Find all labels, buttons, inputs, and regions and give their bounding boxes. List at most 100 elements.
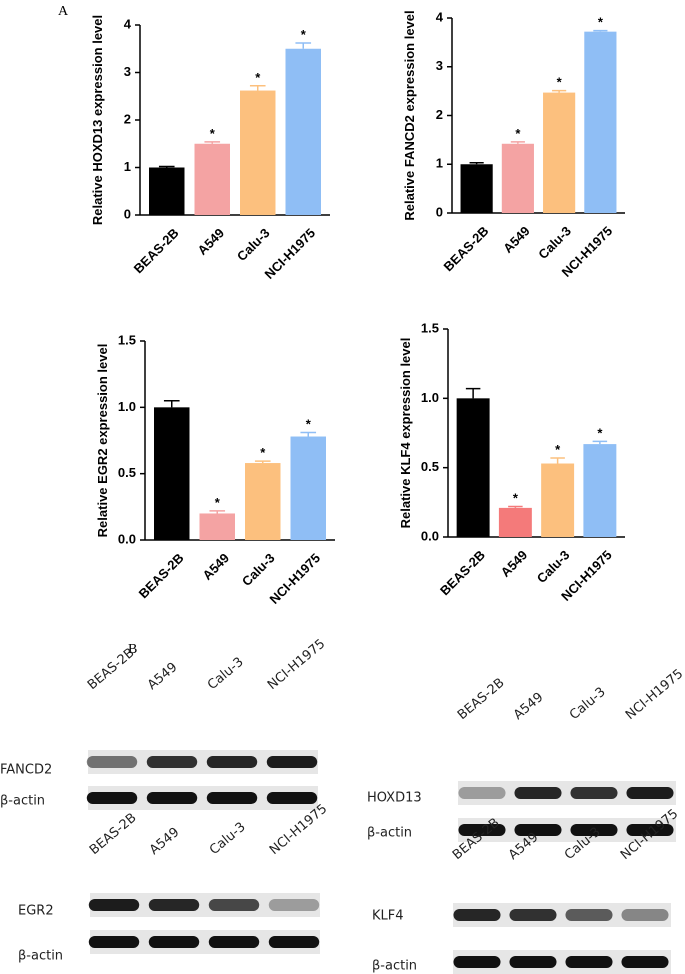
y-tick-label: 2	[436, 107, 443, 122]
x-tick-label: BEAS-2B	[131, 225, 182, 276]
error-bar	[295, 42, 312, 49]
blot-band	[206, 756, 258, 768]
significance-mark: *	[301, 27, 307, 42]
x-tick-label: Calu-3	[234, 225, 273, 264]
bar	[460, 164, 493, 213]
blot-band	[86, 756, 138, 768]
blot-band	[146, 792, 198, 804]
error-bar	[158, 165, 175, 168]
row-label: FANCD2	[0, 763, 52, 778]
y-tick-label: 4	[436, 9, 444, 24]
error-bar	[204, 141, 221, 144]
bar	[584, 31, 617, 214]
x-tick-label: A549	[500, 223, 533, 256]
blot-band	[88, 936, 140, 948]
panel-label: A	[58, 4, 69, 19]
bar	[543, 92, 576, 213]
x-tick-label: BEAS-2B	[136, 550, 187, 601]
blot-band	[268, 899, 320, 911]
x-tick-label: BEAS-2B	[441, 223, 492, 274]
x-tick-label: A549	[498, 547, 531, 580]
y-tick-label: 0.0	[421, 528, 439, 543]
blot-band	[570, 787, 618, 799]
x-tick-label: A549	[195, 225, 228, 258]
lane-label: BEAS-2B	[85, 645, 138, 693]
lane-label: NCI-H1975	[265, 636, 328, 693]
x-tick-label: BEAS-2B	[437, 547, 488, 598]
lane-label: Calu-3	[205, 655, 247, 693]
lane-label: NCI-H1975	[623, 666, 685, 723]
row-label: β-actin	[0, 794, 45, 809]
y-tick-label: 0.5	[421, 459, 439, 474]
y-tick-label: 1	[124, 159, 131, 174]
blot-band	[570, 824, 618, 836]
significance-mark: *	[215, 495, 221, 510]
error-bar	[469, 162, 484, 165]
error-bar	[593, 29, 608, 32]
blot-band	[86, 792, 138, 804]
blot-band	[621, 956, 669, 968]
x-tick-label: Calu-3	[239, 550, 278, 589]
blot-band	[453, 909, 501, 921]
blot-band	[509, 956, 557, 968]
error-bar	[550, 457, 565, 464]
bar	[194, 143, 230, 215]
significance-mark: *	[255, 70, 261, 85]
error-bar	[300, 431, 317, 437]
bar	[501, 143, 534, 213]
x-tick-label: A549	[200, 550, 233, 583]
blot-band	[514, 824, 562, 836]
lane-label: BEAS-2B	[455, 675, 508, 723]
error-bar	[254, 460, 271, 464]
bar	[285, 48, 321, 215]
lane-label: Calu-3	[567, 685, 609, 723]
y-tick-label: 0	[436, 204, 443, 219]
blot-band	[565, 956, 613, 968]
x-tick-label: Calu-3	[535, 223, 574, 262]
bar	[498, 507, 532, 537]
bar	[583, 444, 617, 537]
lane-label: BEAS-2B	[87, 810, 140, 858]
blot-band	[266, 756, 318, 768]
lane-label: Calu-3	[207, 820, 249, 858]
bar	[199, 513, 235, 540]
lane-label: A549	[145, 660, 180, 693]
blot-band	[458, 824, 506, 836]
y-tick-label: 0.5	[118, 465, 136, 480]
significance-mark: *	[555, 442, 561, 457]
y-tick-label: 3	[124, 64, 131, 79]
significance-mark: *	[210, 126, 216, 141]
bar	[154, 407, 190, 540]
row-label: β-actin	[18, 949, 63, 964]
significance-mark: *	[515, 126, 521, 141]
y-tick-label: 1.5	[118, 332, 136, 347]
significance-mark: *	[598, 15, 604, 30]
blot-band	[509, 909, 557, 921]
significance-mark: *	[513, 490, 519, 505]
blot-band	[514, 787, 562, 799]
y-tick-label: 1.5	[421, 320, 439, 335]
y-axis-label: Relative KLF4 expression level	[398, 338, 413, 529]
lane-label: A549	[511, 690, 546, 723]
bar	[245, 463, 281, 540]
bar	[290, 436, 326, 540]
y-tick-label: 1.0	[421, 390, 439, 405]
blot-band	[208, 936, 260, 948]
blot-band	[453, 956, 501, 968]
error-bar	[465, 387, 481, 399]
y-axis-label: Relative FANCD2 expression level	[402, 10, 417, 220]
y-axis-label: Relative EGR2 expression level	[95, 344, 110, 538]
blot-band	[626, 787, 674, 799]
bar	[456, 398, 490, 537]
x-tick-label: Calu-3	[534, 547, 573, 586]
panel-label: B	[128, 642, 137, 657]
blot-band	[626, 824, 674, 836]
row-label: HOXD13	[367, 791, 422, 806]
significance-mark: *	[260, 445, 266, 460]
significance-mark: *	[557, 75, 563, 90]
blot-band	[266, 792, 318, 804]
blot-band	[458, 787, 506, 799]
y-tick-label: 2	[124, 111, 131, 126]
y-tick-label: 1	[436, 156, 443, 171]
